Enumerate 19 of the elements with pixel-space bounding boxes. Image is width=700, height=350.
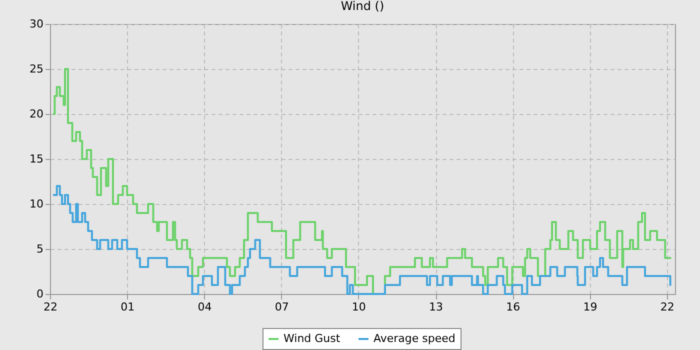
y-tick-label: 25	[30, 62, 44, 76]
x-tick-label: 22	[44, 300, 58, 314]
y-tick-label: 20	[30, 108, 44, 120]
y-tick-label: 0	[36, 288, 44, 300]
x-tick-label: 16	[506, 300, 520, 314]
x-tick-label: 13	[429, 300, 444, 314]
y-tick-label: 30	[30, 18, 44, 30]
x-tick-label: 01	[120, 300, 135, 314]
x-tick-label: 10	[352, 300, 366, 314]
x-tick-label: 04	[198, 300, 212, 314]
y-tick-label: 10	[30, 198, 44, 210]
y-tick-label: 15	[30, 152, 44, 166]
legend-label: Average speed	[374, 332, 456, 345]
legend-label: Wind Gust	[284, 332, 341, 345]
chart-title: Wind ()	[340, 0, 384, 13]
x-tick-label: 07	[274, 300, 289, 314]
y-tick-label: 5	[36, 242, 44, 256]
x-tick-label: 22	[660, 300, 674, 314]
x-tick-label: 19	[583, 300, 598, 314]
